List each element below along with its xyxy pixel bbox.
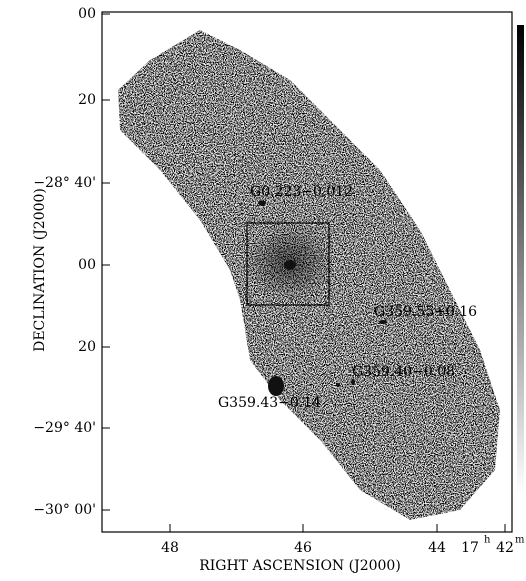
color-bar (517, 25, 524, 495)
y-tick-label: 00 (78, 257, 96, 273)
y-tick-label: −29° 40' (33, 420, 96, 436)
x-tick-label: 17 (461, 540, 479, 556)
x-tick-label: 44 (428, 540, 446, 556)
y-tick-label: 20 (78, 92, 96, 108)
source-blob (336, 383, 340, 387)
x-tick-label: 46 (294, 540, 312, 556)
x-tick-unit: h (484, 535, 491, 546)
sgr-a (284, 260, 296, 270)
source-label: G359.43−0.14 (218, 395, 321, 411)
source-label: G359.40−0.08 (352, 364, 455, 380)
region-box (246, 222, 330, 306)
y-tick-label: −30° 00' (33, 502, 96, 518)
x-tick-label: 42 (496, 540, 514, 556)
y-axis-label: DECLINATION (J2000) (32, 188, 48, 352)
y-ticks (102, 13, 506, 532)
x-axis-label: RIGHT ASCENSION (J2000) (199, 558, 401, 574)
source-label: G0.223−0.012 (250, 184, 353, 200)
x-tick-unit: m (515, 535, 525, 546)
y-tick-label: 20 (78, 339, 96, 355)
source-blob (258, 200, 266, 206)
y-tick-label: 00 (78, 6, 96, 22)
source-label: G359.55+0.16 (374, 304, 477, 320)
x-tick-label: 48 (161, 540, 179, 556)
source-blob (268, 376, 284, 396)
source-blob (379, 320, 387, 324)
source-blob (351, 379, 355, 385)
y-tick-label: −28° 40' (33, 175, 96, 191)
